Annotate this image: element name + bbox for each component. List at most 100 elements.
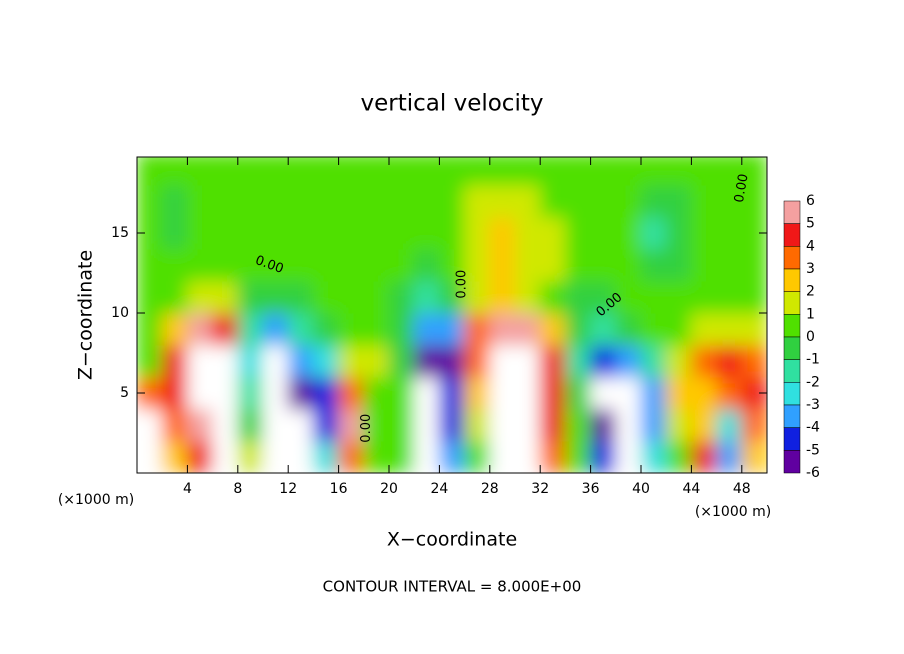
cell xyxy=(388,216,415,250)
colorbar-box xyxy=(783,382,801,406)
cell xyxy=(262,216,289,250)
colorbar-box xyxy=(783,223,801,247)
cell xyxy=(590,312,617,346)
cell xyxy=(388,440,415,473)
cell xyxy=(464,312,491,346)
cell xyxy=(287,376,314,410)
cell xyxy=(363,280,390,314)
cells xyxy=(137,157,767,473)
cell xyxy=(564,157,592,186)
cell xyxy=(338,280,365,314)
cell xyxy=(287,216,314,250)
cell xyxy=(312,440,340,473)
cell xyxy=(716,248,743,282)
cell xyxy=(690,344,718,378)
cell xyxy=(464,216,491,250)
cell xyxy=(716,440,743,473)
colorbar-label: -2 xyxy=(806,374,820,390)
cell xyxy=(438,376,466,410)
cell xyxy=(514,440,541,473)
cell xyxy=(489,408,516,442)
cell xyxy=(262,440,289,473)
colorbar-label: 3 xyxy=(806,261,815,277)
cell xyxy=(312,312,340,346)
colorbar-box xyxy=(783,314,801,338)
cell xyxy=(690,312,718,346)
cell xyxy=(489,376,516,410)
colorbar-box xyxy=(783,427,801,451)
cell xyxy=(186,344,214,378)
cell xyxy=(363,184,390,218)
cell xyxy=(564,248,592,282)
cell xyxy=(212,248,239,282)
x-tick-label: 48 xyxy=(733,481,751,497)
cell xyxy=(690,376,718,410)
cell xyxy=(438,157,466,186)
cell xyxy=(137,248,163,282)
cell xyxy=(489,216,516,250)
y-tick-label: 5 xyxy=(120,385,129,401)
colorbar-label: -6 xyxy=(806,465,820,481)
cell xyxy=(338,408,365,442)
cell xyxy=(489,248,516,282)
cell xyxy=(161,248,188,282)
cell xyxy=(338,312,365,346)
colorbar-label: 2 xyxy=(806,284,815,300)
cell xyxy=(137,408,163,442)
colorbar-box xyxy=(783,450,801,474)
cell xyxy=(161,157,188,186)
cell xyxy=(287,280,314,314)
cell xyxy=(212,312,239,346)
cell xyxy=(388,376,415,410)
cell xyxy=(489,184,516,218)
colorbar-label: 5 xyxy=(806,216,815,232)
cell xyxy=(186,312,214,346)
cell xyxy=(640,344,667,378)
cell xyxy=(514,157,541,186)
cell xyxy=(161,280,188,314)
cell xyxy=(564,312,592,346)
cell xyxy=(690,184,718,218)
cell xyxy=(262,344,289,378)
cell xyxy=(237,157,264,186)
cell xyxy=(161,312,188,346)
cell xyxy=(741,344,767,378)
cell xyxy=(363,376,390,410)
cell xyxy=(338,184,365,218)
cell xyxy=(539,216,566,250)
cell xyxy=(161,184,188,218)
field xyxy=(137,157,767,473)
cell xyxy=(564,440,592,473)
cell xyxy=(564,344,592,378)
cell xyxy=(564,280,592,314)
x-unit: (×1000 m) xyxy=(58,492,134,508)
x-tick-label: 12 xyxy=(279,481,297,497)
cell xyxy=(741,184,767,218)
cell xyxy=(741,248,767,282)
cell xyxy=(514,216,541,250)
cell xyxy=(590,376,617,410)
cell xyxy=(186,280,214,314)
cell xyxy=(212,184,239,218)
cell xyxy=(388,312,415,346)
cell xyxy=(262,184,289,218)
cell xyxy=(741,312,767,346)
cell xyxy=(287,157,314,186)
colorbar-box xyxy=(783,336,801,360)
cell xyxy=(640,216,667,250)
cell xyxy=(262,248,289,282)
cell xyxy=(312,184,340,218)
contour-label: 0.00 xyxy=(359,414,374,443)
cell xyxy=(388,408,415,442)
cell xyxy=(690,216,718,250)
cell xyxy=(690,157,718,186)
cell xyxy=(413,344,440,378)
cell xyxy=(413,157,440,186)
cell xyxy=(186,157,214,186)
cell xyxy=(413,408,440,442)
cell xyxy=(665,157,692,186)
colorbar-box xyxy=(783,246,801,270)
cell xyxy=(137,184,163,218)
cell xyxy=(590,184,617,218)
x-tick-label: 40 xyxy=(632,481,650,497)
